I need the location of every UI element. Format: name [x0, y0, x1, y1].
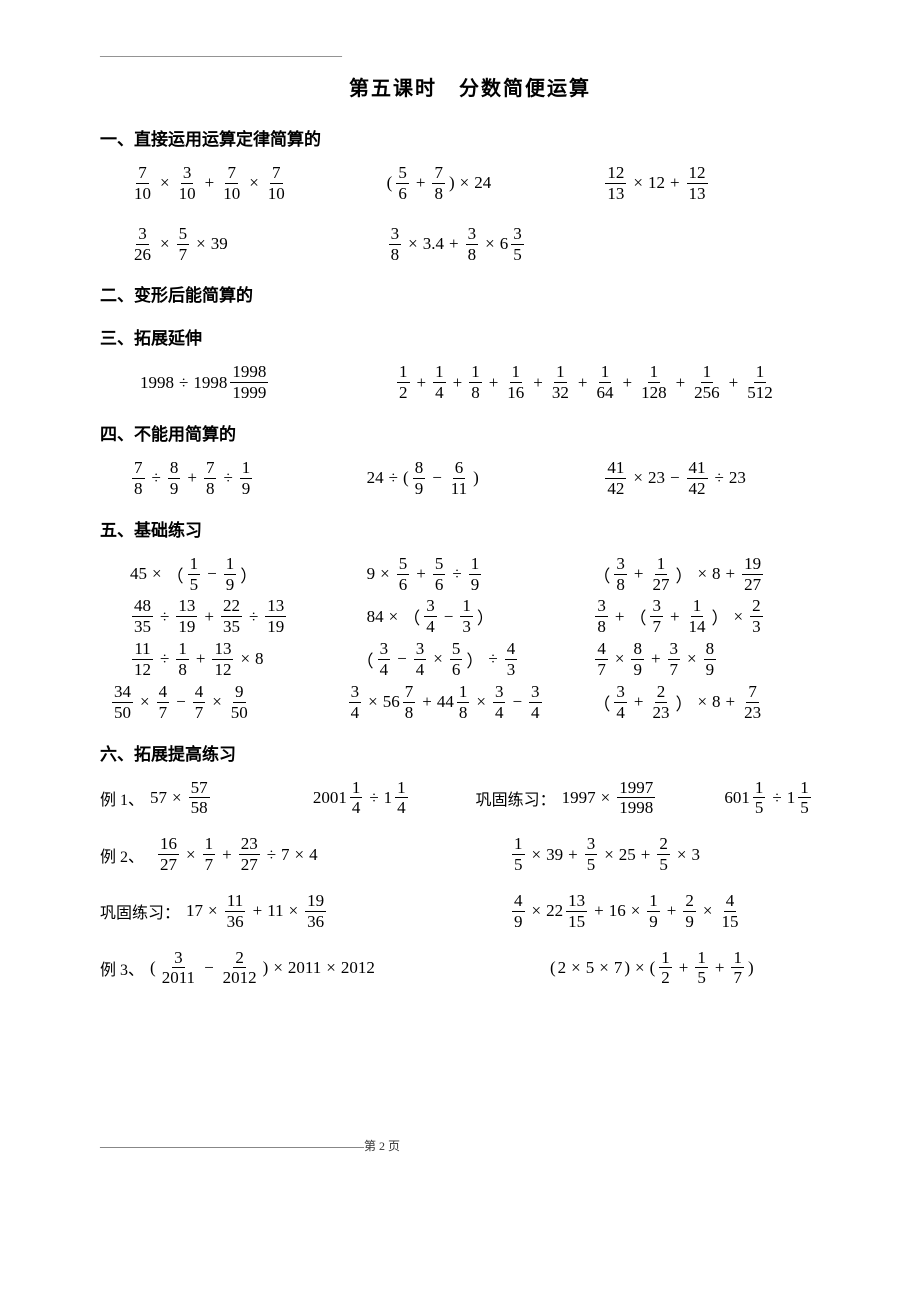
expr-cell: 1998÷ 199819981999: [140, 363, 385, 402]
expr-cell: 例 2、 1627×17+2327÷7×4: [100, 835, 470, 874]
section-5-heading: 五、基础练习: [100, 516, 840, 541]
sec5-row2: 4835÷1319+2235÷1319 84×（34−13） 38+（37+11…: [100, 597, 840, 636]
expr-cell: 例 3、 (32011−22012)×2011×2012: [100, 949, 470, 988]
section-6-heading: 六、拓展提高练习: [100, 740, 840, 765]
expr-cell: (56 + 78) ×24: [367, 164, 604, 203]
expr-cell: 1213 ×12+ 1213: [603, 164, 840, 203]
expr-cell: 45×（15−19）: [100, 555, 347, 594]
expr-cell: 巩固练习： 17×1136+11×1936: [100, 892, 470, 931]
sec6-row3: 巩固练习： 17×1136+11×1936 49×221315+16×19+29…: [100, 892, 840, 931]
sec6-row4: 例 3、 (32011−22012)×2011×2012 (2×5×7)×(12…: [100, 949, 840, 988]
page-footer: ——————————————————————第 2 页: [100, 1137, 840, 1154]
example-1-label: 例 1、: [100, 786, 150, 810]
expr-cell: 1112÷18+1312×8: [100, 640, 347, 679]
consolidation-label-2: 巩固练习：: [100, 899, 186, 923]
expr-cell: 3450×47−47×950: [100, 683, 347, 722]
expr-cell: 4142×23− 4142÷23: [603, 459, 840, 498]
expr-cell: 1997×19971998: [562, 779, 725, 818]
expr-cell: 4835÷1319+2235÷1319: [100, 597, 347, 636]
expr-cell: 84×（34−13）: [347, 597, 594, 636]
expr-cell: 47×89+37×89: [593, 640, 840, 679]
expr-cell: 15×39+35×25+25×3: [470, 835, 840, 874]
sec5-row3: 1112÷18+1312×8 （34−34×56）÷43 47×89+37×89: [100, 640, 840, 679]
page-number: 第 2 页: [364, 1139, 400, 1153]
sec5-row4: 3450×47−47×950 34×5678+4418×34−34 （34+22…: [100, 683, 840, 722]
consolidation-label: 巩固练习：: [476, 786, 562, 810]
expr-cell: （34−34×56）÷43: [347, 640, 594, 679]
sec6-row2: 例 2、 1627×17+2327÷7×4 15×39+35×25+25×3: [100, 835, 840, 874]
expr-cell: 49×221315+16×19+29×415: [470, 892, 840, 931]
expr-cell: 200114÷114: [313, 779, 476, 818]
expr-cell: 78÷ 89+ 78÷ 19: [130, 459, 367, 498]
expr-cell: （38+127）×8+1927: [593, 555, 840, 594]
page-title: 第五课时 分数简便运算: [100, 72, 840, 101]
sec5-row1: 45×（15−19） 9×56+56÷19 （38+127）×8+1927: [100, 555, 840, 594]
section-3-heading: 三、拓展延伸: [100, 324, 840, 349]
sec3-row1: 1998÷ 199819981999 12+ 14+ 18+ 116+ 132+…: [100, 363, 840, 402]
expr-cell: 38 ×3.4+ 38 × 635: [367, 225, 604, 264]
expr-cell: 9×56+56÷19: [347, 555, 594, 594]
expr-cell: 12+ 14+ 18+ 116+ 132+ 164+ 1128+ 1256+ 1…: [385, 363, 840, 402]
sec4-row1: 78÷ 89+ 78÷ 19 24÷( 89− 611) 4142×23− 41…: [100, 459, 840, 498]
top-dash-rule: ——————————————————————: [100, 50, 840, 62]
expr-cell: 326 × 57 ×39: [130, 225, 367, 264]
section-1-heading: 一、直接运用运算定律简算的: [100, 125, 840, 150]
expr-cell: （34+223）×8+723: [593, 683, 840, 722]
example-3-label: 例 3、: [100, 956, 150, 980]
sec1-row2: 326 × 57 ×39 38 ×3.4+ 38 × 635: [100, 225, 840, 264]
expr-cell: 60115÷115: [724, 779, 840, 818]
sec6-row1: 例 1、 57×5758 200114÷114 巩固练习： 1997×19971…: [100, 779, 840, 818]
example-2-label: 例 2、: [100, 843, 150, 867]
expr-cell: 57×5758: [150, 779, 313, 818]
sec1-row1: 710 × 310 + 710 × 710 (56 + 78) ×24 1213…: [100, 164, 840, 203]
expr-cell: (2×5×7)×(12+15+17): [470, 949, 840, 988]
expr-cell: 34×5678+4418×34−34: [347, 683, 594, 722]
expr-cell: 24÷( 89− 611): [367, 459, 604, 498]
footer-dash-rule: ——————————————————————: [100, 1139, 364, 1153]
section-4-heading: 四、不能用简算的: [100, 420, 840, 445]
expr-cell: 38+（37+114）×23: [593, 597, 840, 636]
expr-cell: 710 × 310 + 710 × 710: [130, 164, 367, 203]
section-2-heading: 二、变形后能简算的: [100, 281, 840, 306]
